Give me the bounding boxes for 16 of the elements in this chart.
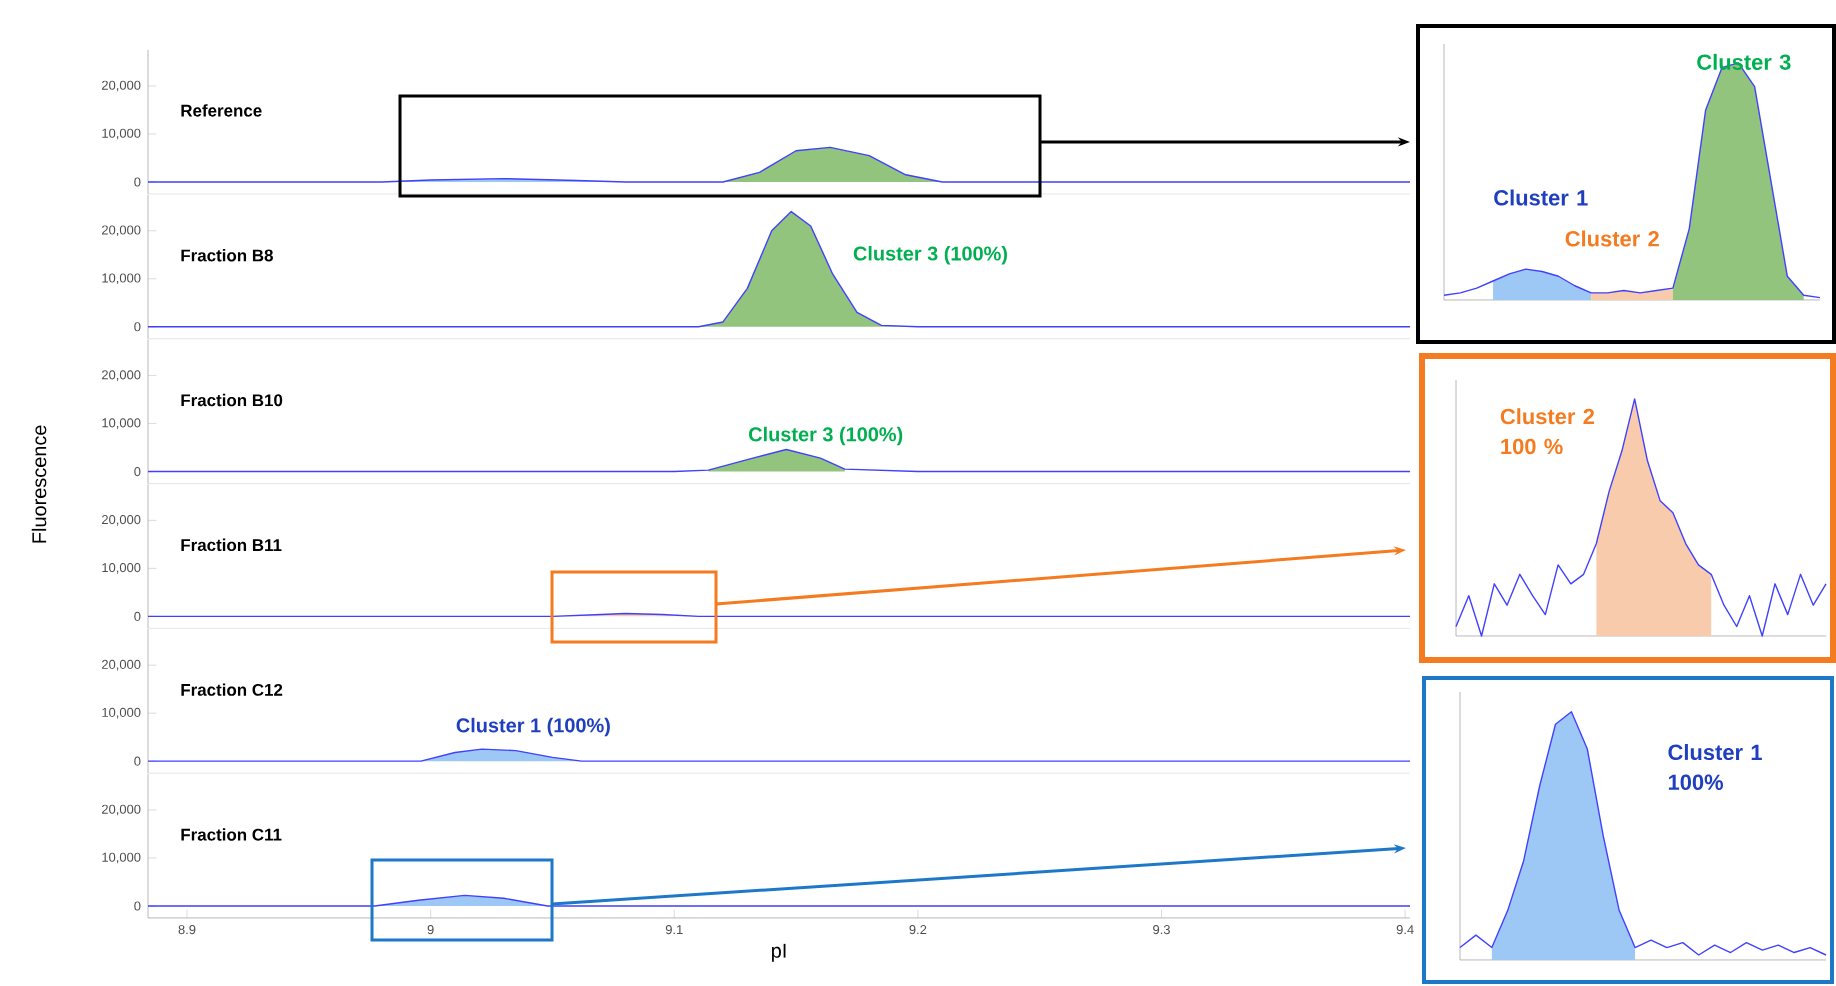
annotation: Cluster 3 (100%) xyxy=(749,426,903,446)
text: Reference xyxy=(181,104,262,117)
annotation: Cluster 2 xyxy=(1565,230,1659,247)
annotation: Cluster 3 (100%) xyxy=(853,245,1007,265)
text: Fraction B11 xyxy=(181,538,282,552)
y-axis-title: Fluorescence xyxy=(31,425,47,543)
x-axis-title: pI xyxy=(771,943,786,962)
annotation: Cluster 1 (100%) xyxy=(456,717,610,737)
text: Fraction B10 xyxy=(181,393,283,407)
annotation: Cluster 3 xyxy=(1697,53,1791,70)
annotation: Cluster 2 100 % xyxy=(1500,408,1595,455)
text: Fraction B8 xyxy=(181,249,273,262)
annotation: Cluster 1 xyxy=(1494,189,1588,206)
text: Fraction C12 xyxy=(181,683,283,696)
annotation: Cluster 1 100% xyxy=(1668,744,1762,791)
text: Fraction C11 xyxy=(181,828,282,841)
